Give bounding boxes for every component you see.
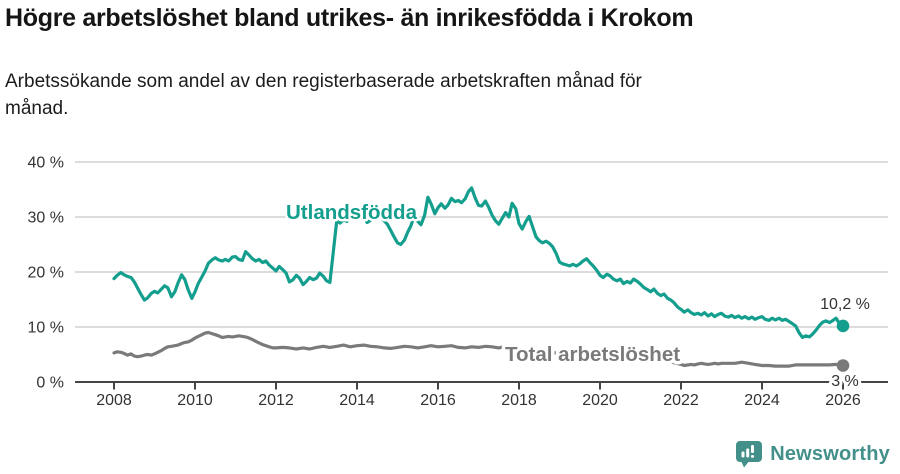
newsworthy-logo: Newsworthy [735, 440, 890, 468]
line-chart: 0 % 10 % 20 % 30 % 40 % 2008 2010 2012 2014 2016 2… [28, 155, 888, 409]
x-tick-label: 2018 [501, 392, 537, 409]
x-tick-label: 2024 [744, 392, 780, 409]
x-tick-label: 2008 [96, 392, 132, 409]
y-tick-label: 40 % [28, 155, 64, 172]
y-tick-label: 10 % [28, 320, 64, 337]
value-annotation: 3 % [831, 373, 859, 390]
y-tick-label: 20 % [28, 265, 64, 282]
y-tick-label: 30 % [28, 210, 64, 227]
x-tick-label: 2014 [339, 392, 375, 409]
chart-subtitle: Arbetssökande som andel av den registerb… [5, 68, 642, 122]
y-tick-label: 0 % [36, 375, 64, 392]
chart-title: Högre arbetslöshet bland utrikes- än inr… [5, 4, 694, 32]
newsworthy-speech-bubble-bar-chart-icon [735, 440, 763, 468]
x-tick-label: 2012 [258, 392, 294, 409]
chart-subtitle-line2: månad. [5, 98, 69, 119]
newsworthy-logo-text: Newsworthy [770, 442, 890, 465]
series-end-dot [836, 359, 850, 372]
chart-subtitle-line1: Arbetssökande som andel av den registerb… [5, 71, 642, 92]
x-tick-label: 2022 [663, 392, 699, 409]
series-label: Total arbetslöshet [505, 343, 680, 366]
series-end-dot [836, 319, 850, 333]
x-tick-label: 2020 [582, 392, 618, 409]
series-line-total-arbetsl-shet [112, 330, 845, 368]
series-line-utlandsf-dda [112, 186, 845, 339]
series-label: Utlandsfödda [286, 201, 418, 224]
x-tick-label: 2026 [825, 392, 861, 409]
value-annotation: 10,2 % [820, 296, 870, 313]
x-tick-label: 2010 [177, 392, 213, 409]
x-tick-label: 2016 [420, 392, 456, 409]
